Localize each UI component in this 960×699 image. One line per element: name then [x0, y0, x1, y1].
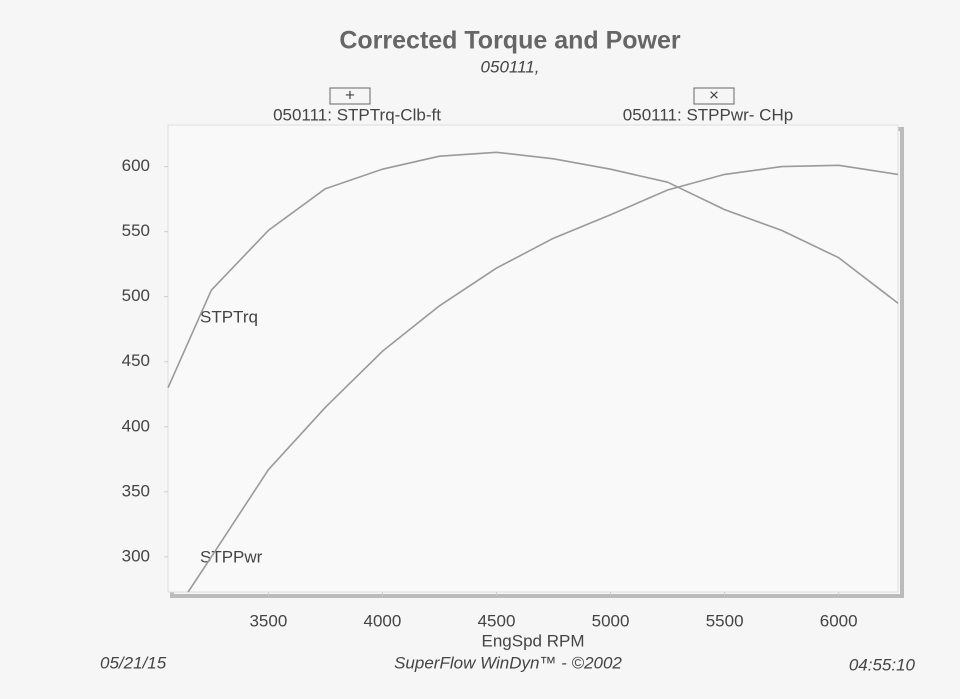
footer-time: 04:55:10 — [849, 655, 916, 674]
series-label: STPTrq — [200, 307, 258, 326]
series-line — [167, 151, 899, 389]
chart-subtitle: 050111, — [481, 57, 540, 76]
x-tick-label: 4000 — [364, 611, 402, 630]
y-tick-label: 300 — [122, 546, 150, 565]
x-tick-label: 3500 — [249, 611, 287, 630]
footer-software: SuperFlow WinDyn™ - ©2002 — [394, 653, 622, 672]
legend-symbol: × — [709, 85, 719, 104]
x-tick-label: 6000 — [820, 611, 858, 630]
legend-symbol: + — [345, 85, 355, 104]
plot-area — [167, 124, 899, 593]
y-tick-label: 500 — [122, 286, 150, 305]
x-tick-label: 5500 — [706, 611, 744, 630]
legend-entry: 050111: STPPwr- CHp — [623, 105, 793, 124]
legend-entry: 050111: STPTrq-Clb-ft — [273, 105, 441, 124]
series-label: STPPwr — [200, 547, 263, 566]
y-tick-label: 400 — [122, 416, 150, 435]
y-tick-label: 350 — [122, 481, 150, 500]
legend-symbol-box — [329, 87, 371, 105]
chart-title: Corrected Torque and Power — [339, 27, 681, 55]
legend-symbol-box — [693, 87, 735, 105]
footer-date: 05/21/15 — [100, 653, 167, 672]
y-tick-label: 550 — [122, 221, 150, 240]
y-tick-label: 450 — [122, 351, 150, 370]
x-tick-label: 5000 — [592, 611, 630, 630]
x-axis-label: EngSpd RPM — [482, 631, 585, 650]
series-line — [187, 164, 899, 593]
y-tick-label: 600 — [122, 156, 150, 175]
x-tick-label: 4500 — [478, 611, 516, 630]
